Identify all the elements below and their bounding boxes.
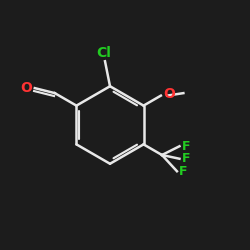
Text: O: O: [164, 88, 175, 102]
Text: F: F: [179, 165, 188, 178]
Text: F: F: [182, 152, 190, 165]
Text: F: F: [182, 140, 190, 153]
Text: O: O: [20, 81, 32, 95]
Text: Cl: Cl: [96, 46, 111, 60]
